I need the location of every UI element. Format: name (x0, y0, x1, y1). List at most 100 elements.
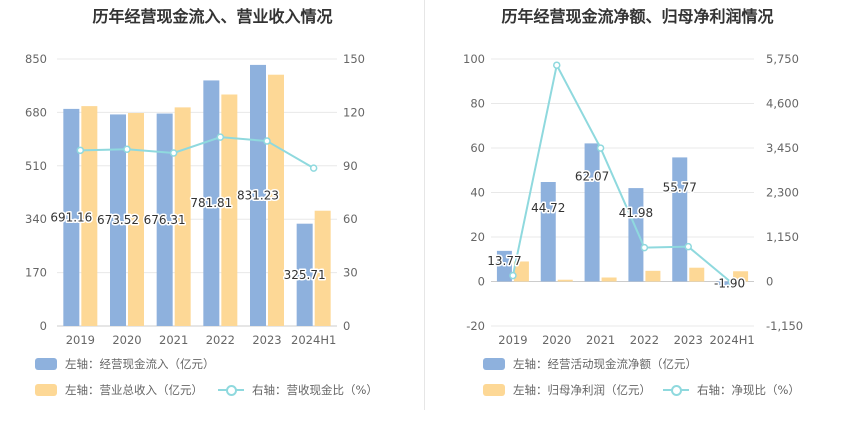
bar-primary (496, 250, 512, 282)
left-axis-tick-label: -20 (466, 319, 485, 333)
legend-line-marker (663, 384, 689, 396)
panel-divider (424, 0, 425, 410)
legend-label: 左轴：经营活动现金流净额（亿元） (513, 357, 697, 371)
data-label: 55.77 (663, 181, 697, 195)
ratio-point (728, 279, 736, 287)
right-axis-tick-label: 4,600 (766, 97, 799, 111)
x-axis-tick-label: 2022 (630, 333, 659, 347)
left-axis-tick-label: 340 (25, 212, 47, 226)
ratio-point (76, 146, 85, 155)
bar-primary (540, 181, 556, 282)
bar-secondary (513, 261, 529, 282)
bar-secondary (689, 267, 705, 282)
legend-item-cash-ratio[interactable]: 右轴：营收现金比（%） (218, 382, 378, 398)
ratio-point (596, 144, 605, 152)
left-axis-tick-label: 850 (25, 52, 47, 66)
data-label: 44.72 (531, 201, 565, 215)
x-axis-tick-label: 2020 (542, 333, 571, 347)
left-axis-tick-label: 0 (40, 319, 47, 333)
right-axis-tick-label: 90 (343, 159, 358, 173)
bar-primary (672, 157, 688, 282)
right-axis-tick-label: -1,150 (766, 319, 803, 333)
left-axis-tick-label: 40 (470, 186, 485, 200)
bar-primary (250, 64, 266, 326)
bar-secondary (221, 94, 238, 326)
ratio-point (309, 164, 318, 172)
bar-secondary (601, 277, 617, 282)
ratio-point (684, 242, 692, 251)
legend-line-marker (218, 384, 244, 396)
data-label: 325.71 (284, 268, 326, 282)
left-axis-tick-label: 170 (25, 266, 47, 280)
data-label: 62.07 (575, 169, 609, 183)
left-axis-tick-label: 80 (470, 97, 485, 111)
x-axis-tick-label: 2021 (159, 333, 188, 347)
x-axis-tick-label: 2023 (252, 333, 281, 347)
bar-primary (296, 223, 313, 326)
legend-item-cash-inflow[interactable]: 左轴：经营现金流入（亿元） (35, 356, 215, 372)
x-axis-tick-label: 2019 (66, 333, 95, 347)
right-axis-tick-label: 0 (343, 319, 350, 333)
bar-secondary (128, 113, 144, 327)
left-axis-tick-label: 20 (470, 230, 485, 244)
data-label: 13.77 (487, 254, 521, 268)
bar-secondary (733, 271, 749, 282)
legend-item-net-cash-ratio[interactable]: 右轴：净现比（%） (663, 382, 800, 398)
bar-secondary (645, 270, 661, 282)
ratio-point (553, 61, 561, 69)
right-axis-tick-label: 150 (343, 52, 365, 66)
ratio-point (169, 149, 178, 157)
bar-secondary (81, 106, 98, 326)
x-axis-tick-label: 2021 (586, 333, 615, 347)
legend-item-revenue[interactable]: 左轴：营业总收入（亿元） (35, 382, 203, 398)
ratio-point (123, 145, 131, 153)
bar-secondary (268, 74, 284, 327)
data-label: 676.31 (144, 213, 186, 227)
chart-title: 历年经营现金流净额、归母净利润情况 (501, 7, 774, 26)
right-axis-tick-label: 5,750 (766, 52, 799, 66)
left-axis-tick-label: 60 (470, 141, 485, 155)
ratio-point (263, 137, 271, 145)
ratio-point (640, 243, 649, 252)
data-label: -1.90 (714, 277, 745, 291)
legend-item-net-cash-flow[interactable]: 左轴：经营活动现金流净额（亿元） (483, 356, 697, 372)
x-axis-tick-label: 2022 (206, 333, 235, 347)
data-label: 691.16 (50, 210, 92, 224)
legend-label: 右轴：净现比（%） (697, 383, 800, 397)
right-axis-tick-label: 1,150 (766, 230, 799, 244)
ratio-point (216, 133, 225, 141)
legend-label: 左轴：营业总收入（亿元） (65, 383, 203, 397)
chart-plot-net-cash-flow: -20 -1,150 0 0 20 1,150 40 2,300 60 3,450 80 4,600 1… (463, 52, 803, 347)
x-axis-tick-label: 2024H1 (709, 333, 754, 347)
ratio-line (511, 62, 733, 284)
legend-label: 左轴：经营现金流入（亿元） (65, 357, 215, 371)
data-label: 41.98 (619, 206, 653, 220)
bar-primary (628, 188, 644, 282)
right-axis-tick-label: 0 (766, 275, 773, 289)
legend-swatch (483, 358, 505, 370)
legend-swatch (35, 358, 57, 370)
data-label: 831.23 (237, 188, 279, 202)
chart-title: 历年经营现金流入、营业收入情况 (92, 7, 333, 26)
left-axis-tick-label: 680 (25, 105, 47, 119)
right-axis-tick-label: 3,450 (766, 141, 799, 155)
legend-label: 右轴：营收现金比（%） (252, 383, 378, 397)
bar-primary (63, 108, 80, 327)
right-axis-tick-label: 30 (343, 266, 358, 280)
x-axis-tick-label: 2023 (674, 333, 703, 347)
left-axis-tick-label: 100 (463, 52, 485, 66)
ratio-point (509, 271, 517, 280)
right-axis-tick-label: 60 (343, 212, 358, 226)
bar-secondary (557, 279, 573, 282)
bar-secondary (174, 107, 191, 326)
legend-swatch (35, 384, 57, 396)
chart-panel-net-cash-flow: 历年经营现金流净额、归母净利润情况 -20 -1,150 0 0 20 1,150 40 2,… (425, 0, 850, 437)
legend-label: 左轴：归母净利润（亿元） (513, 383, 651, 397)
bar-secondary (314, 210, 331, 326)
bar-primary (156, 113, 173, 326)
x-axis-tick-label: 2024H1 (291, 333, 336, 347)
bar-primary (584, 143, 600, 282)
bar-primary (110, 114, 126, 326)
right-axis-tick-label: 120 (343, 105, 365, 119)
legend-item-net-profit[interactable]: 左轴：归母净利润（亿元） (483, 382, 651, 398)
